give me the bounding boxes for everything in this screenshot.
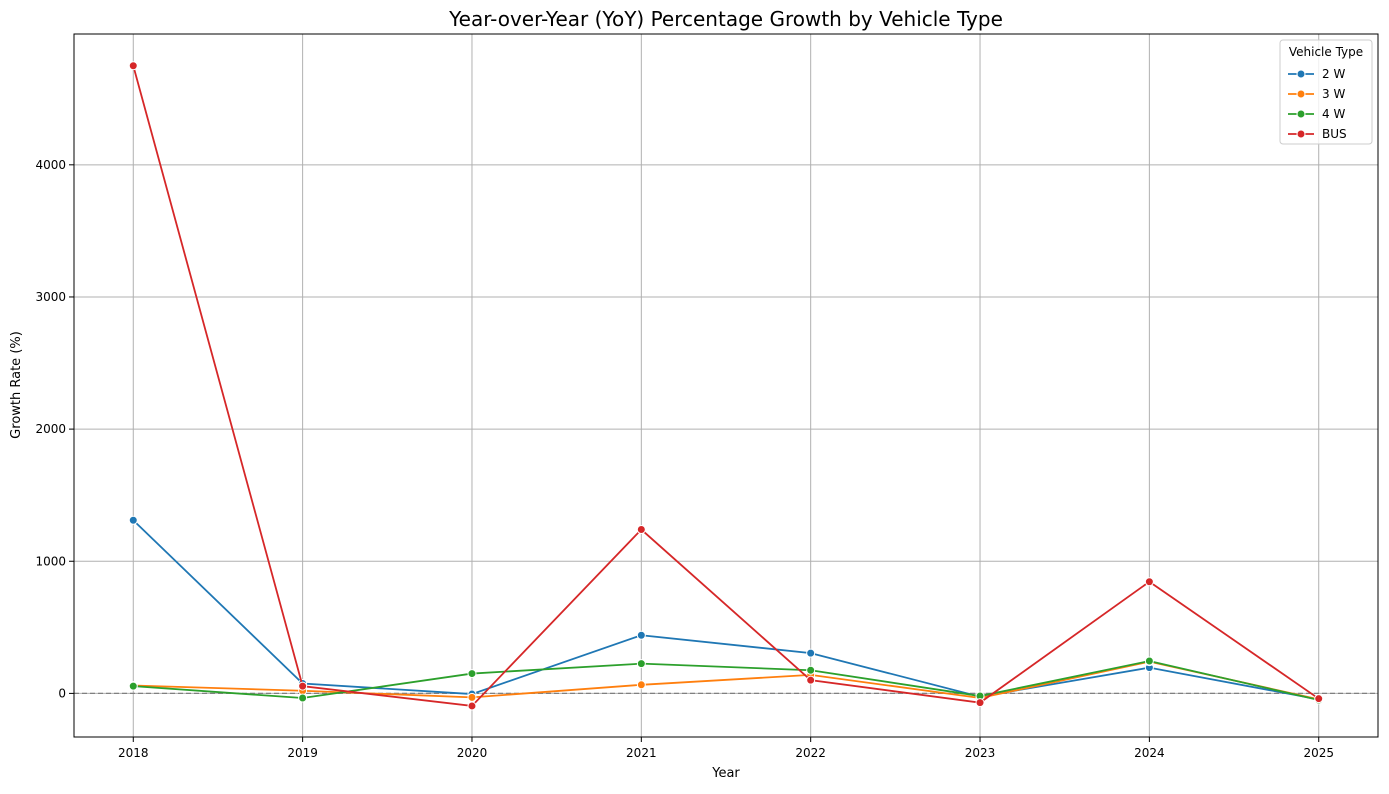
data-point-4-w	[467, 669, 477, 679]
x-tick-label: 2020	[457, 746, 488, 760]
chart-title: Year-over-Year (YoY) Percentage Growth b…	[448, 7, 1003, 31]
x-tick-label: 2022	[795, 746, 826, 760]
data-point-4-w	[636, 659, 646, 669]
data-point-4-w	[298, 693, 308, 703]
data-point-2-w	[806, 648, 816, 658]
series-line-bus	[132, 65, 1320, 707]
x-tick-label: 2018	[118, 746, 149, 760]
legend-marker-bus	[1296, 129, 1306, 139]
legend-label-3-w: 3 W	[1322, 87, 1345, 101]
legend-marker-2-w	[1296, 69, 1306, 79]
series-2-w	[128, 515, 1324, 704]
x-tick-label: 2021	[626, 746, 657, 760]
data-point-bus	[806, 675, 816, 685]
data-point-2-w	[128, 515, 138, 525]
legend-title: Vehicle Type	[1289, 45, 1363, 59]
y-tick-label: 3000	[35, 290, 66, 304]
y-tick-label: 4000	[35, 158, 66, 172]
data-point-4-w	[1144, 656, 1154, 666]
data-point-bus	[467, 701, 477, 711]
series-line-4-w	[133, 660, 1319, 701]
data-point-bus	[1314, 694, 1324, 704]
data-point-2-w	[636, 630, 646, 640]
x-tick-label: 2023	[965, 746, 996, 760]
data-point-bus	[636, 525, 646, 535]
y-tick-label: 2000	[35, 422, 66, 436]
legend-marker-4-w	[1296, 109, 1306, 119]
x-axis-label: Year	[711, 766, 740, 781]
x-tick-label: 2024	[1134, 746, 1165, 760]
legend-marker-3-w	[1296, 89, 1306, 99]
legend-label-4-w: 4 W	[1322, 107, 1345, 121]
data-point-3-w	[467, 692, 477, 702]
data-point-bus	[975, 698, 985, 708]
x-tick-label: 2025	[1303, 746, 1334, 760]
grid	[74, 34, 1378, 737]
x-tick-label: 2019	[287, 746, 318, 760]
data-point-bus	[1144, 577, 1154, 587]
data-point-3-w	[636, 680, 646, 690]
legend-label-2-w: 2 W	[1322, 67, 1345, 81]
y-axis-label: Growth Rate (%)	[9, 331, 24, 439]
series-lines	[128, 61, 1324, 711]
y-tick-label: 0	[58, 686, 66, 700]
data-point-4-w	[806, 665, 816, 675]
legend: Vehicle Type 2 W 3 W 4 W BUS	[1279, 39, 1373, 145]
data-point-bus	[298, 681, 308, 691]
legend-label-bus: BUS	[1322, 127, 1347, 141]
axes: 2018 2019 2020 2021 2022 2023 2024 2025 0 1000 200…	[35, 33, 1379, 760]
y-tick-label: 1000	[35, 554, 66, 568]
plot-frame	[73, 33, 1379, 738]
data-point-bus	[128, 61, 138, 71]
data-point-4-w	[128, 681, 138, 691]
series-line-2-w	[132, 519, 1319, 701]
series-bus	[128, 61, 1324, 711]
